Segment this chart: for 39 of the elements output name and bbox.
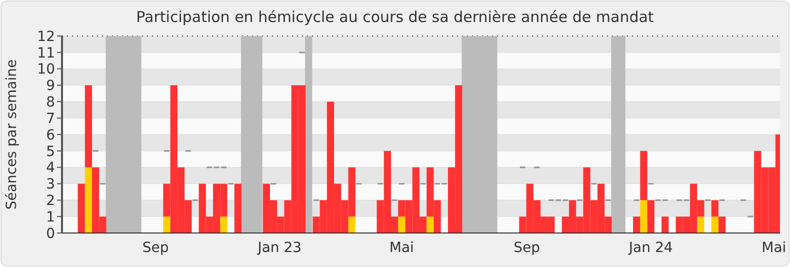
bar bbox=[398, 216, 406, 233]
x-tick-label: Mai bbox=[389, 240, 414, 256]
bar bbox=[163, 216, 170, 233]
y-axis-title: Séances par semaine bbox=[4, 59, 20, 210]
x-tick-label: Mai bbox=[762, 240, 786, 256]
y-tick-label: 2 bbox=[46, 193, 55, 210]
bar bbox=[84, 167, 92, 233]
x-tick-label: Sep bbox=[514, 240, 540, 256]
bar bbox=[647, 200, 654, 233]
bar bbox=[220, 216, 228, 233]
x-tick-label: Jan 23 bbox=[256, 240, 302, 256]
y-tick-label: 12 bbox=[37, 28, 55, 45]
y-tick-label: 5 bbox=[46, 144, 55, 160]
bar bbox=[84, 85, 92, 168]
bar bbox=[640, 150, 648, 200]
bar bbox=[662, 216, 669, 233]
y-tick-label: 7 bbox=[46, 110, 55, 127]
bar bbox=[426, 216, 434, 233]
bar bbox=[633, 216, 640, 233]
bar bbox=[711, 200, 718, 217]
x-tick-label: Sep bbox=[142, 240, 169, 256]
y-tick-label: 11 bbox=[37, 45, 55, 62]
x-tick-label: Jan 24 bbox=[628, 240, 673, 256]
chart-title: Participation en hémicycle au cours de sa dernière année de mandat bbox=[136, 8, 654, 26]
bar bbox=[234, 184, 242, 233]
bar bbox=[78, 184, 85, 233]
y-tick-label: 3 bbox=[46, 176, 55, 193]
y-tick-label: 4 bbox=[46, 160, 56, 176]
y-tick-label: 9 bbox=[46, 78, 55, 94]
y-tick-label: 8 bbox=[46, 94, 55, 111]
bar bbox=[718, 216, 726, 233]
bar bbox=[640, 200, 648, 233]
y-tick-label: 1 bbox=[46, 209, 55, 226]
y-tick-label: 6 bbox=[46, 127, 56, 144]
bar bbox=[697, 216, 704, 233]
bar bbox=[348, 216, 356, 233]
y-tick-label: 0 bbox=[46, 226, 55, 242]
bar bbox=[711, 216, 718, 233]
y-tick-label: 10 bbox=[37, 62, 55, 78]
